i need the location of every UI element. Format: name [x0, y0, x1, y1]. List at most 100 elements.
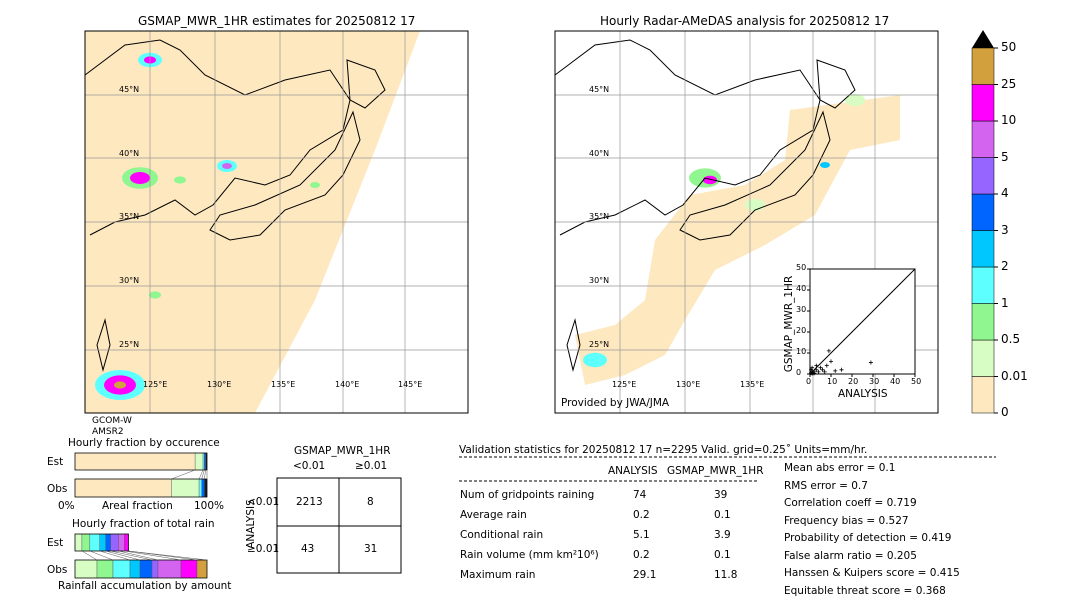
lon-label: 135°E — [271, 380, 296, 389]
stat-label: Maximum rain — [460, 569, 536, 581]
connector-line — [201, 469, 205, 480]
scatter-point — [868, 360, 873, 365]
cell-12: 8 — [367, 496, 374, 508]
lon-label: 125°E — [143, 380, 168, 389]
x-tick-label: 30 — [869, 377, 880, 386]
score-line: Frequency bias = 0.527 — [784, 514, 909, 527]
rain-cell — [174, 176, 186, 184]
lat-label: 35°N — [119, 212, 140, 221]
scatter-point — [824, 363, 829, 368]
occ-obs-segment — [171, 478, 200, 498]
contingency-title: GSMAP_MWR_1HR — [294, 445, 391, 457]
connector-line — [99, 550, 131, 561]
satellite-label: GCOM-W — [92, 416, 132, 426]
scatter-point — [810, 371, 815, 376]
tr-obs-segment — [139, 559, 153, 579]
y-tick-label: 10 — [796, 347, 807, 356]
colorbar-segment — [971, 339, 995, 377]
stat-label: Conditional rain — [460, 529, 544, 541]
occ-est-segment — [74, 452, 196, 471]
col-header-ge: ≥0.01 — [355, 460, 388, 472]
connector-line — [89, 550, 114, 561]
col-header-lt: <0.01 — [293, 460, 326, 472]
rain-cell — [222, 163, 232, 169]
scatter-point — [810, 365, 815, 370]
totalrain-xlabel: Rainfall accumulation by amount — [58, 580, 232, 592]
scatter-point — [814, 367, 819, 372]
tr-obs-label: Obs — [47, 564, 68, 576]
stat-analysis: 74 — [633, 489, 647, 501]
colorbar-segment — [971, 230, 995, 268]
stat-label: Rain volume (mm km²10⁶) — [460, 549, 599, 561]
score-line: Correlation coeff = 0.719 — [784, 497, 917, 509]
tr-est-segment — [99, 533, 106, 552]
col-analysis: ANALYSIS — [608, 465, 658, 477]
colorbar-segment — [971, 120, 995, 158]
colorbar-label: 3 — [1001, 222, 1009, 237]
connector-line — [110, 550, 153, 561]
lat-label: 25°N — [119, 340, 140, 349]
rain-cell — [845, 94, 865, 106]
colorbar-segment — [971, 47, 995, 85]
colorbar-label: 5 — [1001, 149, 1009, 164]
lon-label: 140°E — [335, 380, 360, 389]
y-tick-label: 30 — [796, 305, 807, 314]
occ-xlabel: Areal fraction — [102, 500, 173, 512]
score-line: Probability of detection = 0.419 — [784, 532, 952, 544]
validation-header: Validation statistics for 20250812 17 n=… — [459, 444, 868, 456]
lon-label: 125°E — [612, 380, 637, 389]
row-header-lt: <0.01 — [247, 496, 280, 508]
colorbar-segment — [971, 193, 995, 231]
occ-obs-label: Obs — [47, 483, 68, 495]
occ-obs-segment — [198, 478, 202, 498]
occ-est-segment — [194, 452, 204, 471]
connector-line — [118, 550, 159, 561]
score-line: Hanssen & Kuipers score = 0.415 — [784, 567, 960, 579]
lat-label: 45°N — [589, 85, 610, 94]
lat-label: 30°N — [119, 276, 140, 285]
colorbar-label: 25 — [1001, 76, 1017, 91]
tr-est-segment — [89, 533, 100, 552]
lat-label: 25°N — [589, 340, 610, 349]
tr-est-segment — [81, 533, 91, 552]
coastline — [554, 39, 821, 236]
sensor-label: AMSR2 — [92, 427, 124, 437]
lon-label: 130°E — [676, 380, 701, 389]
x-tick-label: 50 — [911, 377, 922, 386]
colorbar-segment — [971, 84, 995, 122]
tr-est-label: Est — [47, 537, 64, 549]
scatter-xlabel: ANALYSIS — [838, 388, 888, 400]
scatter-point — [814, 363, 819, 368]
occ-obs-segment-frame — [74, 478, 208, 498]
radar-coverage — [575, 95, 900, 385]
scatter-point — [822, 369, 827, 374]
connector-line — [198, 469, 204, 480]
colorbar-over-triangle — [972, 30, 994, 48]
stat-label: Average rain — [460, 509, 527, 521]
map-frame — [554, 30, 939, 414]
stat-analysis: 0.2 — [633, 549, 650, 561]
connector-line — [171, 469, 196, 480]
occ-est-segment-frame — [74, 452, 208, 471]
rain-cell — [114, 381, 126, 389]
stat-analysis: 0.2 — [633, 509, 650, 521]
y-tick-label: 50 — [796, 263, 807, 272]
tr-est-segment-frame — [74, 533, 129, 552]
x-tick-label: 0 — [806, 377, 812, 386]
cell-22: 31 — [364, 543, 378, 555]
colorbar-segment — [971, 157, 995, 195]
tr-obs-segment — [180, 559, 198, 579]
lat-label: 35°N — [589, 212, 610, 221]
tr-obs-segment — [157, 559, 182, 579]
taiwan-coast — [566, 318, 581, 372]
occ-obs-segment — [201, 478, 205, 498]
scatter-point — [833, 368, 838, 373]
lon-label: 145°E — [398, 380, 423, 389]
stat-gsmap: 39 — [714, 489, 728, 501]
scatter-point — [820, 367, 825, 372]
occ-obs-segment — [204, 478, 208, 498]
scatter-ylabel: GSMAP_MWR_1HR — [783, 275, 796, 373]
stat-gsmap: 3.9 — [714, 529, 731, 541]
